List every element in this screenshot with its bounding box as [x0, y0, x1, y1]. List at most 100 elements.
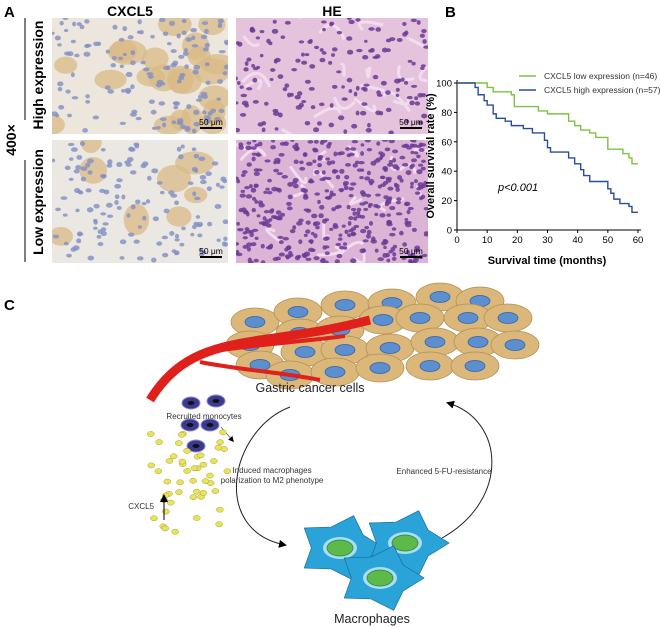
histology-image-he-high: 50 μm	[236, 18, 428, 134]
cxcl5-molecule	[162, 508, 170, 515]
row-label-low: Low expression	[30, 149, 46, 255]
monocyte	[181, 396, 201, 410]
y-axis-label: Overall survival rate (%)	[425, 93, 437, 219]
histology-image-ihc-high: 50 μm	[52, 18, 228, 134]
gastric-cancer-cell	[415, 282, 465, 312]
gastric-cancer-cell	[280, 337, 330, 367]
cxcl5-molecule	[154, 468, 163, 475]
cxcl5-molecule	[169, 453, 178, 460]
label-induced-line1: Induced macrophages	[232, 466, 311, 475]
cxcl5-molecule	[161, 492, 170, 499]
gastric-cancer-cell	[410, 327, 460, 357]
label-cxcl5: CXCL5	[128, 502, 154, 511]
cxcl5-molecule	[211, 488, 220, 494]
cxcl5-molecule	[161, 525, 169, 532]
scale-bar-label: 50 μm	[399, 246, 423, 256]
cxcl5-molecule	[199, 490, 208, 496]
gastric-cancer-cell	[443, 303, 493, 333]
panel-c-letter: C	[4, 297, 15, 314]
gastric-cancer-cell	[453, 327, 503, 357]
magnification-label: 400×	[3, 124, 19, 156]
cxcl5-molecule	[223, 468, 232, 475]
x-tick-label: 30	[542, 235, 553, 246]
cxcl5-molecule	[199, 461, 208, 468]
label-5fu-resistance: Enhanced 5-FU-resistance	[396, 467, 492, 476]
y-tick-label: 0	[447, 226, 452, 237]
y-tick-label: 80	[441, 108, 452, 119]
x-tick-label: 0	[454, 235, 459, 246]
cxcl5-molecule	[178, 458, 187, 465]
gastric-cancer-cell	[490, 330, 540, 360]
cxcl5-molecule	[190, 465, 199, 471]
cxcl5-molecule	[150, 515, 158, 522]
arrow-5fu-resistance	[441, 400, 493, 539]
cxcl5-molecule	[214, 444, 223, 451]
panel-a-letter: A	[4, 4, 15, 21]
cxcl5-molecule	[193, 515, 201, 521]
mechanism-diagram	[146, 282, 540, 611]
cxcl5-molecule	[177, 431, 186, 438]
blood-vessel	[146, 315, 372, 403]
x-tick-label: 10	[482, 235, 493, 246]
label-induced-line2: polarization to M2 phenotype	[221, 476, 324, 485]
x-tick-label: 60	[633, 235, 644, 246]
cxcl5-molecule	[201, 478, 210, 484]
cxcl5-molecule	[189, 477, 197, 484]
cxcl5-molecule	[183, 468, 191, 474]
cxcl5-molecule	[183, 447, 191, 454]
gastric-cancer-cell	[355, 353, 405, 383]
y-tick-label: 40	[441, 167, 452, 178]
cxcl5-molecule	[189, 494, 198, 501]
x-tick-label: 50	[603, 235, 614, 246]
label-recruited-monocytes: Recruited monocytes	[166, 412, 241, 421]
survival-chart: Overall survival rate (%) Survival time …	[425, 71, 660, 267]
survival-curve-high	[457, 82, 638, 214]
row-label-high: High expression	[30, 21, 46, 130]
histology-image-ihc-low: 50 μm	[52, 140, 228, 263]
label-macrophages: Macrophages	[334, 612, 410, 626]
cxcl5-molecule	[192, 488, 201, 495]
gastric-cancer-cell	[273, 297, 323, 327]
cxcl5-molecule	[210, 458, 218, 464]
label-gastric-cancer-cells: Gastric cancer cells	[255, 381, 364, 395]
scale-bar-label: 50 μm	[199, 246, 223, 256]
cxcl5-molecule	[215, 521, 223, 528]
scale-bar-label: 50 μm	[199, 117, 223, 127]
cxcl5-molecule	[206, 472, 214, 479]
cxcl5-molecule	[197, 452, 205, 459]
survival-curve-low	[457, 82, 638, 165]
arrow-induced-polarization	[236, 406, 291, 548]
y-tick-label: 100	[436, 79, 452, 90]
cxcl5-molecule	[216, 506, 224, 513]
p-value-annotation: p<0.001	[497, 182, 538, 194]
cxcl5-molecule	[216, 439, 224, 446]
gastric-cancer-cell	[405, 351, 455, 381]
cxcl5-molecule	[146, 431, 155, 437]
cxcl5-molecule	[175, 489, 183, 495]
legend-label-high: CXCL5 high expression (n=57)	[544, 85, 660, 95]
gastric-cancer-cell	[450, 351, 500, 381]
macrophage	[343, 545, 425, 611]
gastric-cancer-cell	[310, 357, 360, 387]
monocyte	[180, 418, 200, 432]
column-header-cxcl5: CXCL5	[107, 3, 153, 19]
cxcl5-molecule	[175, 440, 183, 446]
histology-panels: 50 μm 50 μm 50 μm 50 μm	[52, 18, 428, 263]
histology-image-he-low: 50 μm	[236, 140, 428, 263]
monocyte-arrow	[220, 426, 234, 443]
monocyte	[186, 439, 206, 453]
cxcl5-molecule	[155, 439, 163, 445]
scale-bar-label: 50 μm	[399, 117, 423, 127]
cxcl5-molecule	[167, 499, 175, 506]
x-tick-label: 20	[512, 235, 523, 246]
cxcl5-molecule	[171, 528, 179, 535]
y-tick-label: 60	[441, 137, 452, 148]
column-header-he: HE	[322, 3, 341, 19]
y-tick-label: 20	[441, 196, 452, 207]
cxcl5-molecule	[165, 458, 174, 464]
cxcl5-molecule	[219, 429, 227, 436]
cxcl5-molecule	[147, 462, 156, 469]
panel-b-letter: B	[445, 4, 456, 21]
x-axis-label: Survival time (months)	[488, 255, 607, 267]
